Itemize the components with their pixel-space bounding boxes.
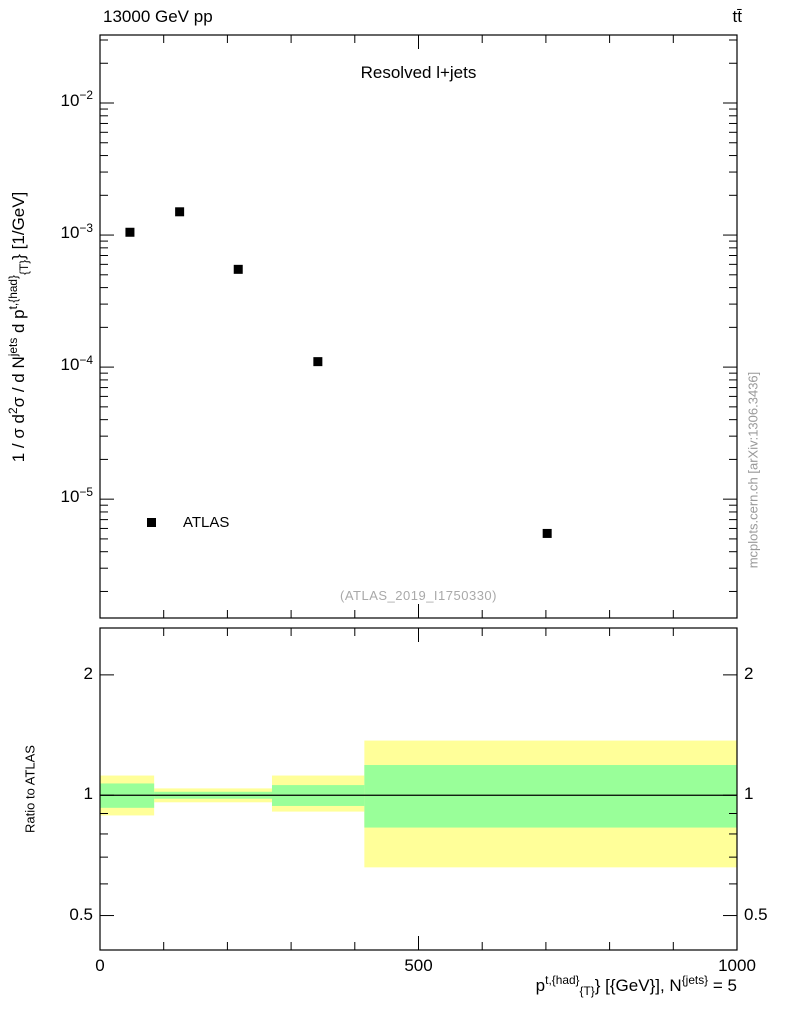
legend: ATLAS <box>147 514 229 531</box>
beam-energy-label: 13000 GeV pp <box>103 7 213 26</box>
y-axis-label-ratio: Ratio to ATLAS <box>22 745 38 833</box>
plot-title: Resolved l+jets <box>360 63 477 82</box>
label-fragment: 2 <box>6 407 21 414</box>
label-fragment: } [{GeV}], N <box>594 976 682 995</box>
label-fragment: p <box>535 976 546 995</box>
legend-marker-filled-square-icon <box>147 518 156 527</box>
process-label: tt̄ <box>732 7 742 26</box>
label-fragment: } [1/GeV] <box>9 191 28 260</box>
watermark-label: mcplots.cern.ch [arXiv:1306.3436] <box>745 371 761 569</box>
data-point-marker <box>233 264 243 274</box>
label-fragment: d p <box>9 309 28 338</box>
label-fragment: jets <box>6 337 21 357</box>
legend-label: ATLAS <box>183 514 230 531</box>
label-fragment: {T} <box>17 259 32 275</box>
data-point-marker <box>175 207 185 217</box>
label-fragment: = 5 <box>708 976 737 995</box>
label-fragment: σ / d N <box>9 356 28 408</box>
data-point-marker <box>542 528 552 538</box>
data-point-marker <box>125 227 135 237</box>
x-axis-label: pt,{had}{T}} [{GeV}], N{jets} = 5 <box>535 973 737 999</box>
label-fragment: t,{had} <box>545 973 580 988</box>
label-fragment: t,{had} <box>6 274 21 310</box>
y-axis-label-main: 1 / σ d2σ / d Njets d pt,{had}{T}} [1/Ge… <box>6 191 32 463</box>
analysis-reference-label: (ATLAS_2019_I1750330) <box>340 588 497 603</box>
uncertainty-band-inner <box>364 765 737 828</box>
label-fragment: {T} <box>579 984 595 999</box>
data-point-marker <box>313 357 323 367</box>
label-fragment: {jets} <box>681 973 709 988</box>
label-fragment: 1 / σ d <box>9 413 28 463</box>
